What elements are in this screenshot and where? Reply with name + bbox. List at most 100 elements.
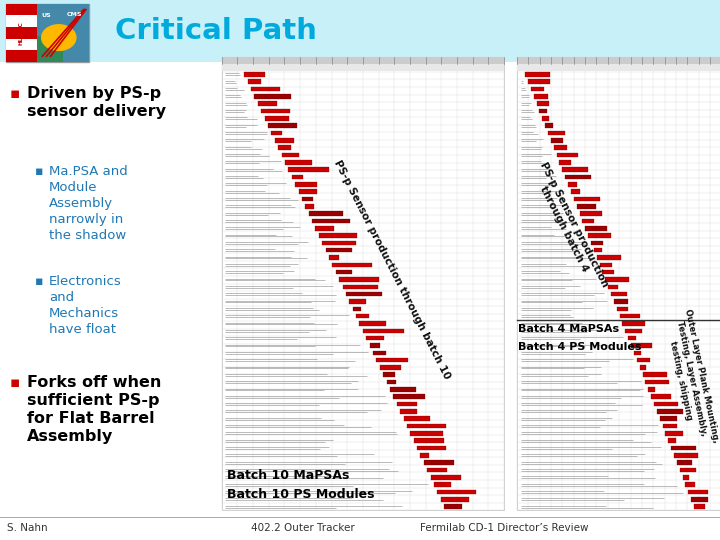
Bar [606, 277, 629, 282]
Bar [603, 270, 614, 274]
Text: CMS: CMS [66, 12, 82, 17]
Text: S. Nahn: S. Nahn [7, 523, 48, 533]
Text: Ma.PSA and
Module
Assembly
narrowly in
the shadow: Ma.PSA and Module Assembly narrowly in t… [49, 165, 127, 242]
Bar [427, 468, 446, 472]
Bar [390, 387, 415, 392]
Bar [645, 380, 669, 384]
Bar [517, 64, 720, 71]
Bar [268, 124, 297, 128]
Bar [531, 87, 544, 91]
Bar [278, 145, 291, 150]
Text: ▪: ▪ [9, 86, 19, 102]
Bar [251, 87, 280, 91]
Bar [336, 270, 352, 274]
Bar [302, 197, 313, 201]
Text: Batch 10 MaPSAs: Batch 10 MaPSAs [227, 469, 349, 482]
Bar [420, 453, 429, 457]
Bar [585, 226, 608, 231]
Bar [434, 482, 451, 487]
Bar [691, 497, 708, 502]
Bar [248, 79, 261, 84]
Bar [289, 167, 328, 172]
Bar [680, 468, 696, 472]
Bar [671, 446, 696, 450]
Bar [356, 314, 369, 319]
Bar [539, 109, 546, 113]
Bar [545, 124, 553, 128]
Bar [542, 116, 549, 120]
Bar [37, 4, 89, 62]
Bar [671, 446, 696, 450]
Text: Outer Layer Plank Mounting,
Testing, Layer Assembly,
testing, shipping: Outer Layer Plank Mounting, Testing, Lay… [662, 308, 720, 448]
Bar [437, 490, 476, 494]
Bar [628, 336, 636, 340]
Text: Batch 10 PS Modules: Batch 10 PS Modules [227, 488, 374, 501]
Bar [534, 94, 548, 99]
Bar [359, 321, 385, 326]
Bar [620, 314, 641, 319]
Bar [685, 482, 695, 487]
Bar [222, 64, 504, 71]
Bar [295, 182, 317, 186]
Bar [373, 350, 387, 355]
Bar [299, 190, 317, 194]
Bar [407, 424, 446, 428]
Bar [377, 358, 408, 362]
Bar [346, 292, 382, 296]
Text: Driven by PS-p
sensor delivery: Driven by PS-p sensor delivery [27, 86, 166, 119]
Bar [565, 175, 590, 179]
Text: PS-p Sensor production
through batch 4: PS-p Sensor production through batch 4 [528, 160, 610, 294]
Bar [305, 204, 314, 208]
Bar [608, 285, 618, 289]
Bar [591, 241, 603, 245]
Bar [265, 116, 289, 120]
Bar [620, 314, 641, 319]
Bar [258, 102, 276, 106]
Bar [377, 358, 408, 362]
Bar [614, 299, 628, 304]
Bar [366, 336, 384, 340]
Bar [444, 504, 462, 509]
Bar [292, 175, 303, 179]
Bar [420, 453, 429, 457]
Bar [562, 167, 588, 172]
Bar [295, 182, 317, 186]
Bar [431, 475, 462, 480]
Circle shape [42, 25, 76, 50]
Bar [582, 219, 594, 223]
Bar [591, 241, 603, 245]
Bar [393, 395, 426, 399]
Bar [517, 57, 720, 510]
Bar [299, 190, 317, 194]
Bar [636, 358, 649, 362]
Bar [571, 190, 580, 194]
Bar [617, 307, 628, 311]
Bar [254, 94, 291, 99]
Bar [431, 475, 462, 480]
Bar [631, 343, 652, 348]
Bar [694, 504, 705, 509]
Bar [441, 497, 469, 502]
Bar [600, 262, 612, 267]
Bar [261, 109, 290, 113]
Text: Forks off when
sufficient PS-p
for Flat Barrel
Assembly: Forks off when sufficient PS-p for Flat … [27, 375, 162, 444]
Bar [325, 248, 352, 253]
Bar [387, 380, 397, 384]
Bar [363, 328, 404, 333]
Bar [343, 285, 378, 289]
Text: ▪: ▪ [35, 275, 43, 288]
Bar [434, 482, 451, 487]
Bar [557, 153, 577, 157]
Bar [356, 314, 369, 319]
Bar [349, 299, 366, 304]
Bar [594, 248, 602, 253]
Bar [417, 446, 446, 450]
Bar [608, 285, 618, 289]
Bar [525, 72, 550, 77]
Bar [373, 350, 387, 355]
Bar [400, 409, 418, 414]
Bar [580, 211, 603, 216]
Bar [251, 87, 280, 91]
Bar [582, 219, 594, 223]
Bar [531, 87, 544, 91]
